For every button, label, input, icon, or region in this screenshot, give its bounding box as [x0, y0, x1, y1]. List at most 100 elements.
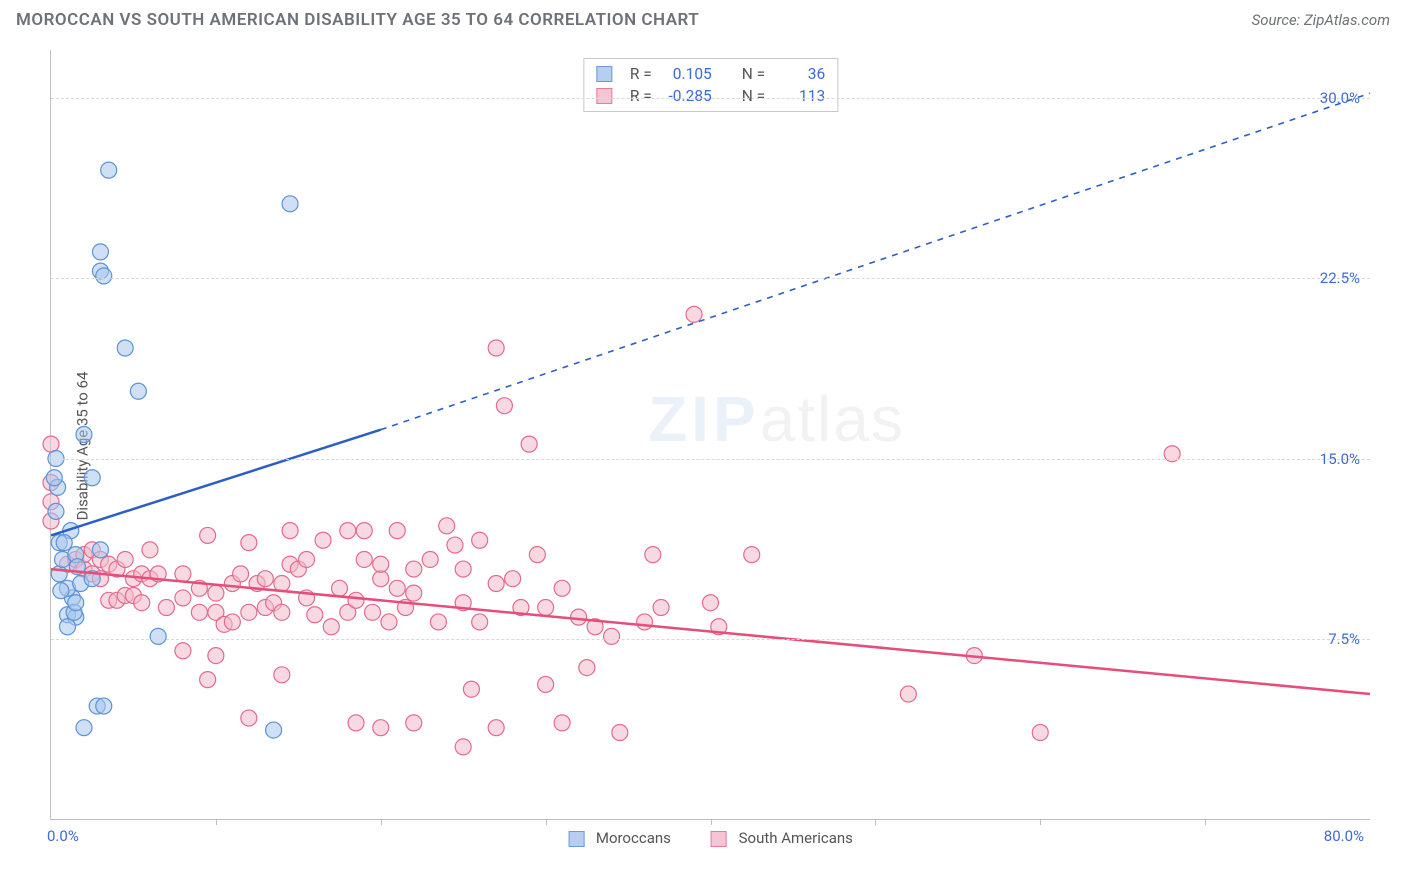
data-point: [68, 595, 84, 611]
trendline-extrapolated: [381, 93, 1370, 429]
data-point: [604, 628, 620, 644]
data-point: [101, 162, 117, 178]
data-point: [274, 667, 290, 683]
data-point: [224, 614, 240, 630]
data-point: [612, 724, 628, 740]
data-point: [46, 470, 62, 486]
data-point: [200, 527, 216, 543]
data-point: [208, 585, 224, 601]
data-point: [373, 556, 389, 572]
data-point: [365, 604, 381, 620]
gridline-h: [51, 459, 1370, 460]
data-point: [703, 595, 719, 611]
legend: Moroccans South Americans: [568, 829, 853, 847]
header: MOROCCAN VS SOUTH AMERICAN DISABILITY AG…: [16, 10, 1390, 30]
trendline: [51, 569, 1370, 694]
swatch-moroccans-legend: [568, 831, 584, 847]
data-point: [430, 614, 446, 630]
legend-label-moroccans: Moroccans: [596, 829, 671, 847]
legend-item-south-americans: South Americans: [711, 829, 853, 847]
data-point: [274, 604, 290, 620]
source-attribution: Source: ZipAtlas.com: [1252, 11, 1390, 29]
y-tick-label: 7.5%: [1328, 630, 1360, 648]
correlation-stats-box: R = 0.105 N = 36 R = -0.285 N = 113: [583, 58, 838, 112]
data-point: [150, 628, 166, 644]
data-point: [117, 551, 133, 567]
data-point: [348, 715, 364, 731]
data-point: [455, 739, 471, 755]
legend-label-south-americans: South Americans: [739, 829, 853, 847]
chart-title: MOROCCAN VS SOUTH AMERICAN DISABILITY AG…: [16, 10, 699, 30]
x-tick: [546, 819, 547, 825]
data-point: [315, 532, 331, 548]
data-point: [340, 523, 356, 539]
data-point: [505, 571, 521, 587]
plot-area: ZIPatlas R = 0.105 N = 36 R = -0.285 N =…: [50, 50, 1370, 820]
data-point: [266, 722, 282, 738]
data-point: [96, 268, 112, 284]
data-point: [439, 518, 455, 534]
data-point: [53, 583, 69, 599]
x-tick: [875, 819, 876, 825]
x-max-label: 80.0%: [1324, 827, 1364, 845]
data-point: [241, 535, 257, 551]
data-point: [1032, 724, 1048, 740]
r-value-south-americans: -0.285: [664, 87, 712, 105]
data-point: [579, 660, 595, 676]
data-point: [373, 720, 389, 736]
swatch-south-americans-legend: [711, 831, 727, 847]
gridline-h: [51, 278, 1370, 279]
r-label: R =: [630, 65, 652, 83]
data-point: [332, 580, 348, 596]
data-point: [130, 383, 146, 399]
data-point: [637, 614, 653, 630]
data-point: [406, 561, 422, 577]
x-tick: [1205, 819, 1206, 825]
data-point: [175, 566, 191, 582]
data-point: [142, 542, 158, 558]
r-label: R =: [630, 87, 652, 105]
chart-container: MOROCCAN VS SOUTH AMERICAN DISABILITY AG…: [0, 0, 1406, 892]
n-value-moroccans: 36: [777, 65, 825, 83]
data-point: [744, 547, 760, 563]
x-tick: [711, 819, 712, 825]
stats-row-moroccans: R = 0.105 N = 36: [596, 63, 825, 85]
data-point: [686, 306, 702, 322]
data-point: [76, 427, 92, 443]
x-tick: [1040, 819, 1041, 825]
data-point: [200, 672, 216, 688]
data-point: [134, 595, 150, 611]
gridline-h: [51, 639, 1370, 640]
legend-item-moroccans: Moroccans: [568, 829, 671, 847]
swatch-moroccans: [596, 66, 612, 82]
data-point: [348, 592, 364, 608]
data-point: [84, 470, 100, 486]
data-point: [521, 436, 537, 452]
data-point: [233, 566, 249, 582]
data-point: [282, 523, 298, 539]
plot-svg: [51, 50, 1370, 819]
data-point: [48, 503, 64, 519]
data-point: [356, 523, 372, 539]
gridline-h: [51, 98, 1370, 99]
data-point: [488, 575, 504, 591]
data-point: [191, 604, 207, 620]
data-point: [117, 340, 133, 356]
data-point: [900, 686, 916, 702]
y-tick-label: 30.0%: [1320, 89, 1360, 107]
swatch-south-americans: [596, 88, 612, 104]
data-point: [92, 542, 108, 558]
data-point: [488, 720, 504, 736]
data-point: [463, 681, 479, 697]
data-point: [175, 643, 191, 659]
data-point: [43, 436, 59, 452]
data-point: [496, 398, 512, 414]
data-point: [373, 571, 389, 587]
data-point: [389, 580, 405, 596]
data-point: [158, 600, 174, 616]
data-point: [241, 604, 257, 620]
data-point: [529, 547, 545, 563]
stats-row-south-americans: R = -0.285 N = 113: [596, 85, 825, 107]
data-point: [175, 590, 191, 606]
data-point: [307, 607, 323, 623]
